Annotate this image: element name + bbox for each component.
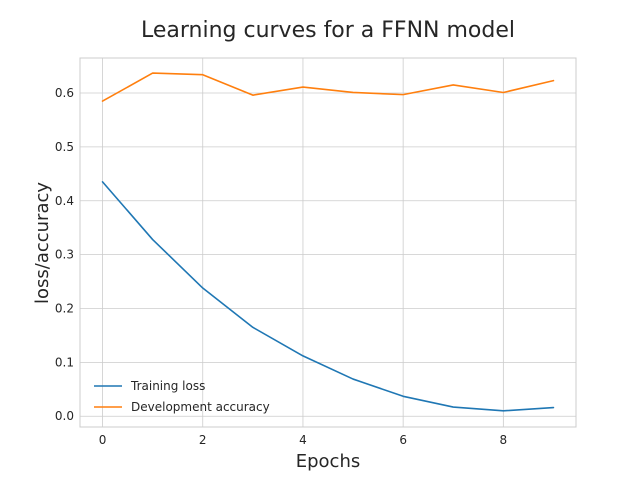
legend-label: Development accuracy xyxy=(131,400,270,414)
x-tick-label: 6 xyxy=(399,433,407,447)
legend-label: Training loss xyxy=(130,379,205,393)
chart-title: Learning curves for a FFNN model xyxy=(141,18,515,43)
y-tick-label: 0.2 xyxy=(55,301,74,315)
series-line-development-accuracy xyxy=(101,72,555,102)
x-tick-label: 0 xyxy=(99,433,107,447)
series-line-training-loss xyxy=(101,181,555,412)
legend: Training loss Development accuracy xyxy=(94,379,270,414)
y-axis-label: loss/accuracy xyxy=(32,182,53,304)
y-axis-ticks: 0.0 0.1 0.2 0.3 0.4 0.5 0.6 xyxy=(55,86,74,423)
y-tick-label: 0.1 xyxy=(55,355,74,369)
x-tick-label: 4 xyxy=(299,433,307,447)
y-tick-label: 0.4 xyxy=(55,194,74,208)
x-axis-ticks: 0 2 4 6 8 xyxy=(99,433,507,447)
x-tick-label: 2 xyxy=(199,433,207,447)
y-tick-label: 0.5 xyxy=(55,140,74,154)
y-tick-label: 0.6 xyxy=(55,86,74,100)
x-axis-label: Epochs xyxy=(296,451,361,472)
plot-frame xyxy=(79,57,577,428)
y-tick-label: 0.3 xyxy=(55,248,74,262)
x-tick-label: 8 xyxy=(500,433,508,447)
grid-lines xyxy=(80,58,576,427)
series-lines xyxy=(101,72,555,412)
y-tick-label: 0.0 xyxy=(55,409,74,423)
